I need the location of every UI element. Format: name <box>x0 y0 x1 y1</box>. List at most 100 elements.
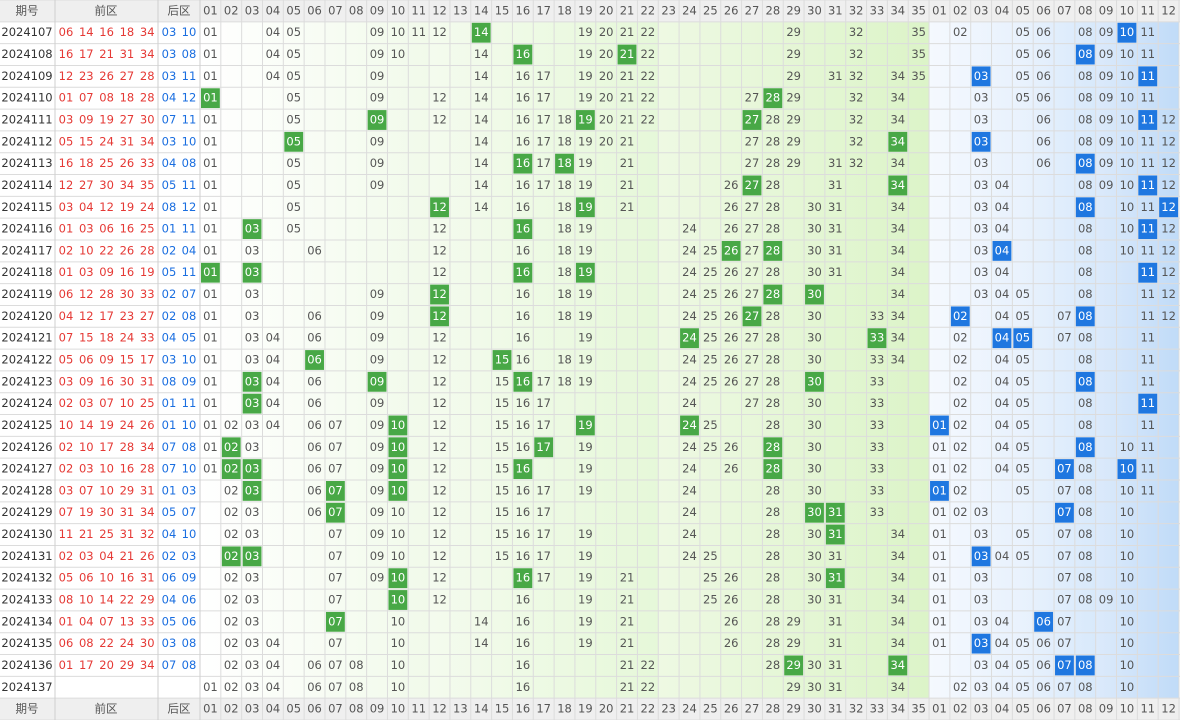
back-cell: 08 <box>1078 287 1093 301</box>
front-draw: 30 <box>140 636 155 650</box>
front-draw: 16 <box>99 374 114 388</box>
front-cell: 09 <box>370 353 385 367</box>
front-cell: 34 <box>890 222 905 236</box>
back-draw: 04 <box>162 527 177 541</box>
back-cell: 02 <box>953 483 968 497</box>
front-cell: 06 <box>307 418 322 432</box>
back-cell: 08 <box>1078 353 1093 367</box>
back-cell: 07 <box>1057 331 1072 345</box>
front-hit <box>763 437 783 458</box>
front-draw: 30 <box>99 178 114 192</box>
front-cell: 12 <box>432 353 447 367</box>
front-draw: 07 <box>59 505 74 519</box>
front-cell: 03 <box>245 593 260 607</box>
front-cell: 29 <box>786 636 801 650</box>
back-cell: 07 <box>1057 636 1072 650</box>
front-cell: 30 <box>807 658 822 672</box>
front-cell: 01 <box>203 200 218 214</box>
front-draw: 10 <box>120 396 135 410</box>
front-cell: 25 <box>703 549 718 563</box>
header-back-number: 07 <box>1057 702 1072 716</box>
front-cell: 20 <box>599 113 614 127</box>
front-cell: 16 <box>516 418 531 432</box>
front-cell: 34 <box>890 353 905 367</box>
front-cell: 24 <box>682 265 697 279</box>
front-cell: 19 <box>578 69 593 83</box>
front-cell: 21 <box>620 614 635 628</box>
front-cell: 04 <box>266 658 281 672</box>
front-cell: 05 <box>286 47 301 61</box>
back-cell: 03 <box>974 222 989 236</box>
front-cell: 12 <box>432 549 447 563</box>
front-cell: 09 <box>370 527 385 541</box>
front-cell: 31 <box>828 658 843 672</box>
zone-bg <box>658 21 930 699</box>
header-front-number: 17 <box>536 702 551 716</box>
back-hit <box>1075 44 1095 65</box>
back-hit <box>1034 611 1054 632</box>
header-front-number: 21 <box>620 3 635 17</box>
front-cell: 15 <box>495 396 510 410</box>
front-cell: 02 <box>224 680 239 694</box>
front-hit <box>680 328 699 349</box>
front-cell: 31 <box>828 549 843 563</box>
front-cell: 16 <box>516 265 531 279</box>
front-cell: 31 <box>828 527 843 541</box>
front-draw: 21 <box>120 549 135 563</box>
front-cell: 29 <box>786 680 801 694</box>
back-cell: 04 <box>995 636 1010 650</box>
front-hit <box>325 611 345 632</box>
back-cell: 03 <box>974 287 989 301</box>
period: 2024113 <box>1 156 52 170</box>
header-front-number: 18 <box>557 3 572 17</box>
front-cell: 21 <box>620 91 635 105</box>
header-front-number: 23 <box>661 3 676 17</box>
front-draw: 01 <box>59 614 74 628</box>
front-cell: 01 <box>203 91 218 105</box>
front-draw: 17 <box>99 309 114 323</box>
back-hit <box>1138 175 1158 196</box>
back-draw: 10 <box>182 527 197 541</box>
front-cell: 09 <box>370 156 385 170</box>
front-cell: 20 <box>599 25 614 39</box>
back-cell: 05 <box>1015 658 1030 672</box>
front-cell: 01 <box>203 440 218 454</box>
front-cell: 33 <box>870 462 885 476</box>
front-cell: 28 <box>766 178 781 192</box>
back-cell: 01 <box>932 614 947 628</box>
header-back-number: 01 <box>932 3 947 17</box>
back-draw: 05 <box>162 265 177 279</box>
front-draw: 28 <box>140 69 155 83</box>
front-cell: 34 <box>890 680 905 694</box>
back-draw: 08 <box>162 200 177 214</box>
back-cell: 07 <box>1057 593 1072 607</box>
front-cell: 12 <box>432 527 447 541</box>
back-cell: 04 <box>995 353 1010 367</box>
front-hit <box>242 371 262 392</box>
front-cell: 06 <box>307 353 322 367</box>
front-cell: 04 <box>266 418 281 432</box>
front-hit <box>305 350 324 370</box>
front-cell: 17 <box>536 396 551 410</box>
period: 2024125 <box>1 418 52 432</box>
back-hit <box>1075 371 1095 392</box>
back-cell: 02 <box>953 309 968 323</box>
header-front-number: 20 <box>599 702 614 716</box>
front-draw: 26 <box>99 69 114 83</box>
back-cell: 01 <box>932 636 947 650</box>
back-cell: 09 <box>1099 91 1114 105</box>
front-cell: 01 <box>203 113 218 127</box>
front-draw: 03 <box>79 396 94 410</box>
front-hit <box>867 328 887 349</box>
front-draw: 13 <box>120 614 135 628</box>
front-draw: 34 <box>140 134 155 148</box>
header-front-number: 10 <box>391 702 406 716</box>
header-back-number: 07 <box>1057 3 1072 17</box>
header-period: 期号 <box>16 702 39 716</box>
back-cell: 01 <box>932 440 947 454</box>
front-cell: 01 <box>203 222 218 236</box>
front-draw: 29 <box>120 658 135 672</box>
period: 2024133 <box>1 593 52 607</box>
front-cell: 07 <box>328 418 343 432</box>
front-hit <box>430 284 449 305</box>
